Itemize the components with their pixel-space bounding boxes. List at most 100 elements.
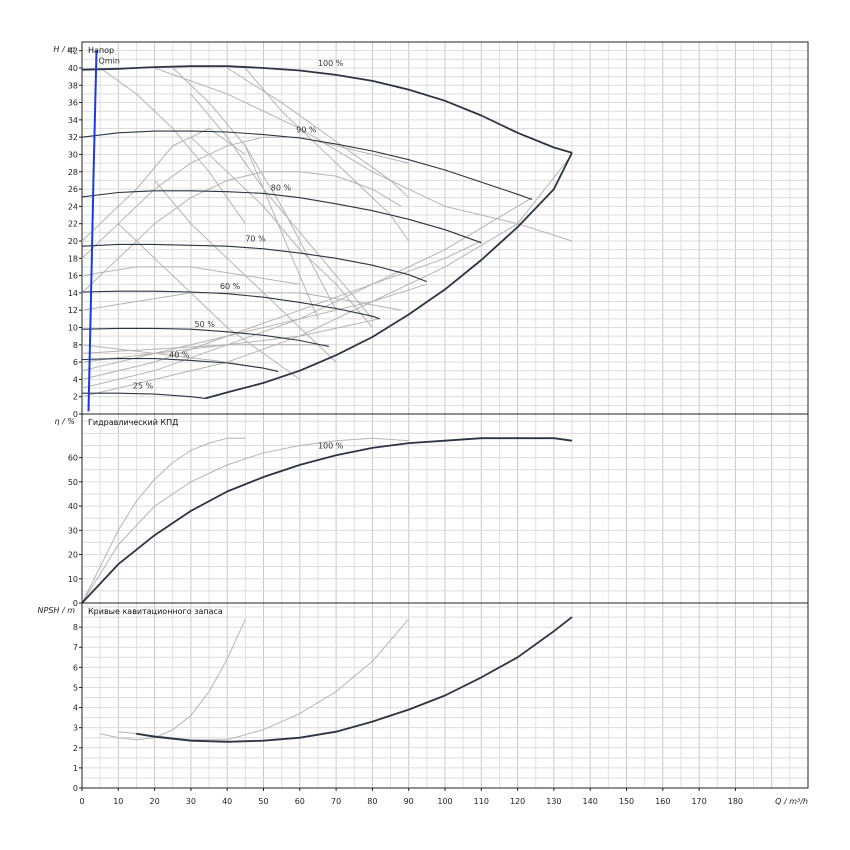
y-axis-label: η / % <box>55 417 75 426</box>
y-tick-label: 26 <box>68 185 78 194</box>
qmin-label: Qmin <box>99 57 120 66</box>
x-tick-label: 160 <box>655 797 670 806</box>
x-tick-label: 150 <box>619 797 634 806</box>
x-tick-label: 170 <box>691 797 706 806</box>
y-tick-label: 6 <box>73 358 78 367</box>
y-tick-label: 8 <box>73 341 78 350</box>
x-tick-label: 40 <box>222 797 232 806</box>
y-tick-label: 42 <box>68 47 78 56</box>
x-tick-label: 80 <box>367 797 377 806</box>
series-label: 70 % <box>245 235 266 244</box>
y-tick-label: 4 <box>73 704 78 713</box>
y-tick-label: 7 <box>73 643 78 652</box>
y-tick-label: 24 <box>68 202 78 211</box>
y-tick-label: 20 <box>68 551 78 560</box>
reference-curve <box>81 437 409 604</box>
reference-curve <box>244 67 410 242</box>
y-tick-label: 16 <box>68 272 78 281</box>
series-line <box>81 290 380 320</box>
series-line <box>81 358 279 373</box>
reference-curve <box>100 618 246 741</box>
x-tick-label: 120 <box>510 797 525 806</box>
x-tick-label: 50 <box>258 797 268 806</box>
x-tick-label: 70 <box>331 797 341 806</box>
series-line <box>136 616 573 743</box>
reference-curve <box>190 136 373 328</box>
y-tick-label: 10 <box>68 323 78 332</box>
series-line <box>81 130 533 201</box>
y-tick-label: 3 <box>73 724 78 733</box>
series-line <box>81 65 573 154</box>
qmin-line <box>87 50 98 412</box>
reference-curve <box>81 127 246 242</box>
y-tick-label: 0 <box>73 784 78 793</box>
y-tick-label: 0 <box>73 410 78 419</box>
y-tick-label: 6 <box>73 663 78 672</box>
reference-curve <box>172 67 337 311</box>
reference-curve <box>81 283 427 372</box>
x-tick-label: 30 <box>186 797 196 806</box>
y-tick-label: 0 <box>73 599 78 608</box>
reference-curve <box>81 240 482 380</box>
y-axis-label: NPSH / m <box>38 606 76 615</box>
y-tick-label: 30 <box>68 150 78 159</box>
reference-curve <box>81 136 409 259</box>
series-label: 90 % <box>296 126 317 135</box>
series-label: 60 % <box>220 282 241 291</box>
y-axis-label: H / m <box>53 45 75 54</box>
reference-curve <box>81 154 573 398</box>
y-tick-label: 2 <box>73 744 78 753</box>
y-tick-label: 5 <box>73 683 78 692</box>
x-tick-label: 60 <box>295 797 305 806</box>
series-label: 80 % <box>271 184 292 193</box>
x-tick-label: 20 <box>150 797 160 806</box>
y-tick-label: 22 <box>68 220 78 229</box>
x-tick-label: 90 <box>404 797 414 806</box>
x-tick-label: 110 <box>474 797 489 806</box>
series-line <box>81 437 573 604</box>
y-tick-label: 38 <box>68 81 78 90</box>
panel-title: Кривые кавитационного запаса <box>88 607 223 616</box>
series-line <box>205 152 573 400</box>
reference-curve <box>99 67 246 224</box>
x-tick-label: 10 <box>113 797 123 806</box>
y-tick-label: 60 <box>68 454 78 463</box>
y-tick-label: 32 <box>68 133 78 142</box>
reference-curve <box>81 266 300 285</box>
x-axis-label: Q / m³/h <box>775 797 808 806</box>
series-line <box>81 243 427 283</box>
x-tick-label: 180 <box>728 797 743 806</box>
y-tick-label: 36 <box>68 99 78 108</box>
y-tick-label: 10 <box>68 575 78 584</box>
x-tick-label: 100 <box>437 797 452 806</box>
y-tick-label: 40 <box>68 502 78 511</box>
series-line <box>82 392 206 399</box>
reference-curve <box>81 292 402 311</box>
series-label: 100 % <box>318 59 344 68</box>
x-tick-label: 140 <box>583 797 598 806</box>
y-tick-label: 2 <box>73 393 78 402</box>
y-tick-label: 8 <box>73 623 78 632</box>
y-tick-label: 12 <box>68 306 78 315</box>
reference-curve <box>226 67 410 199</box>
reference-curve <box>81 437 246 604</box>
x-tick-label: 130 <box>546 797 561 806</box>
reference-curve <box>117 223 301 380</box>
y-tick-label: 40 <box>68 64 78 73</box>
y-tick-label: 30 <box>68 526 78 535</box>
panel-title: Напор <box>88 46 114 55</box>
y-tick-label: 18 <box>68 254 78 263</box>
series-label: 100 % <box>318 441 344 450</box>
y-tick-label: 14 <box>68 289 78 298</box>
y-tick-label: 50 <box>68 478 78 487</box>
y-tick-label: 4 <box>73 375 78 384</box>
y-tick-label: 1 <box>73 764 78 773</box>
x-tick-label: 0 <box>79 797 84 806</box>
reference-curve <box>190 93 373 320</box>
y-tick-label: 28 <box>68 168 78 177</box>
series-line <box>81 190 482 244</box>
series-label: 50 % <box>195 320 216 329</box>
panel-title: Гидравлический КПД <box>88 418 178 427</box>
y-tick-label: 34 <box>68 116 78 125</box>
